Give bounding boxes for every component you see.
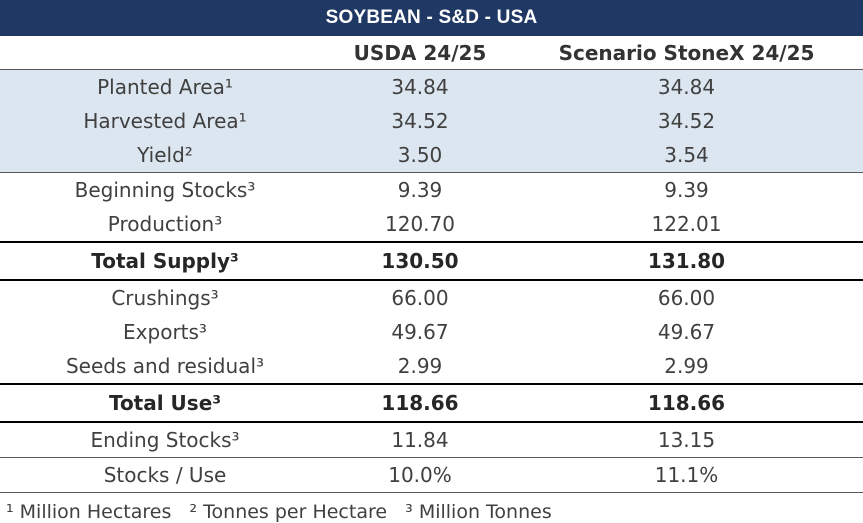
stonex-value: 122.01 — [651, 212, 722, 236]
row-label: Yield² — [0, 138, 330, 173]
table-row: Stocks / Use 10.0% 11.1% — [0, 457, 863, 493]
usda-value: 34.52 — [330, 104, 510, 138]
stonex-value: 3.54 — [510, 138, 863, 173]
table-row: Exports³ 49.67 49.67 — [0, 315, 863, 349]
stonex-value: 118.66 — [510, 383, 863, 423]
column-header-stonex: Scenario StoneX 24/25 — [558, 40, 815, 65]
table-row: Beginning Stocks³ 9.39 9.39 — [0, 172, 863, 207]
total-use-row: Total Use³ 118.66 118.66 — [0, 383, 863, 423]
usda-value: 130.50 — [330, 241, 510, 281]
header-row: USDA 24/25 Scenario StoneX 24/25 — [0, 36, 863, 70]
supply-demand-table: USDA 24/25 Scenario StoneX 24/25 Planted… — [0, 36, 863, 493]
usda-value: 9.39 — [330, 172, 510, 207]
table-row: Planted Area¹ 34.84 34.84 — [0, 69, 863, 104]
stonex-value: 131.80 — [510, 241, 863, 281]
row-label: Ending Stocks³ — [90, 428, 240, 452]
row-label: Beginning Stocks³ — [0, 172, 330, 207]
table-title: SOYBEAN - S&D - USA — [0, 0, 863, 36]
table-row: Crushings³ 66.00 66.00 — [0, 280, 863, 315]
usda-value: 3.50 — [330, 138, 510, 173]
units-footnote: ¹ Million Hectares ² Tonnes per Hectare … — [6, 501, 552, 523]
row-label: Stocks / Use — [0, 457, 330, 493]
row-label: Planted Area¹ — [0, 69, 330, 104]
row-label: Harvested Area¹ — [0, 104, 330, 138]
column-header-usda: USDA 24/25 — [353, 40, 487, 65]
column-header-label — [0, 36, 330, 70]
row-label: Crushings³ — [111, 286, 219, 310]
usda-value: 10.0% — [330, 457, 510, 493]
total-supply-row: Total Supply³ 130.50 131.80 — [0, 241, 863, 281]
usda-value: 34.84 — [330, 69, 510, 104]
table-row: Production³ 120.70 122.01 — [0, 207, 863, 242]
usda-value: 120.70 — [385, 212, 455, 236]
table-row: Seeds and residual³ 2.99 2.99 — [0, 349, 863, 384]
stonex-value: 2.99 — [664, 354, 709, 378]
row-label: Total Supply³ — [0, 241, 330, 281]
stonex-value: 11.1% — [510, 457, 863, 493]
stonex-value: 13.15 — [657, 428, 716, 452]
usda-value: 2.99 — [397, 354, 443, 378]
stonex-value: 34.84 — [510, 69, 863, 104]
row-label: Total Use³ — [0, 383, 330, 423]
stonex-value: 34.52 — [510, 104, 863, 138]
stonex-value: 66.00 — [657, 286, 716, 310]
usda-value: 118.66 — [330, 383, 510, 423]
table-row: Harvested Area¹ 34.52 34.52 — [0, 104, 863, 138]
row-label: Production³ — [107, 212, 223, 236]
usda-value: 49.67 — [391, 320, 449, 344]
table-row: Yield² 3.50 3.54 — [0, 138, 863, 173]
usda-value: 11.84 — [391, 428, 449, 452]
row-label: Seeds and residual³ — [65, 354, 265, 378]
stonex-value: 9.39 — [510, 172, 863, 207]
usda-value: 66.00 — [391, 286, 449, 310]
row-label: Exports³ — [123, 320, 207, 344]
stonex-value: 49.67 — [657, 320, 716, 344]
table-row: Ending Stocks³ 11.84 13.15 — [0, 422, 863, 458]
